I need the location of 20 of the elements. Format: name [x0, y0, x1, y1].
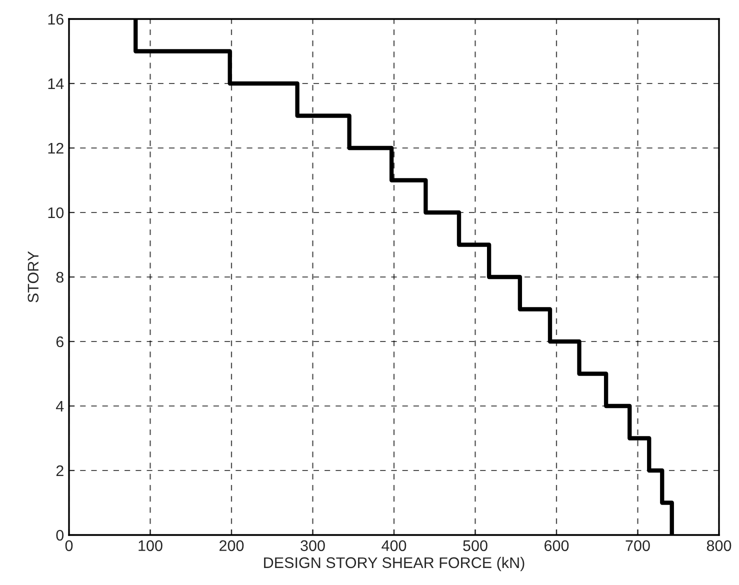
- x-tick-label: 300: [300, 540, 325, 552]
- x-axis-title: DESIGN STORY SHEAR FORCE (kN): [264, 556, 524, 572]
- x-tick-label: 100: [138, 540, 162, 552]
- x-tick-label: 200: [220, 540, 244, 552]
- x-tick-label: 800: [706, 540, 732, 552]
- y-tick-label: 16: [48, 14, 64, 25]
- x-tick-label: 400: [382, 540, 406, 552]
- y-tick-label: 8: [56, 272, 64, 283]
- x-tick-label: 600: [544, 540, 569, 552]
- y-tick-label: 6: [56, 336, 64, 348]
- x-tick-label: 0: [65, 540, 73, 552]
- x-tick-label: 700: [626, 540, 650, 552]
- y-tick-label: 4: [56, 401, 64, 412]
- y-tick-label: 14: [48, 78, 64, 90]
- y-tick-label: 0: [56, 530, 64, 541]
- y-tick-label: 12: [48, 142, 64, 154]
- y-tick-label: 2: [56, 465, 64, 476]
- y-axis-title: STORY: [28, 251, 39, 302]
- x-tick-label: 500: [463, 540, 488, 552]
- y-tick-label: 10: [48, 207, 64, 218]
